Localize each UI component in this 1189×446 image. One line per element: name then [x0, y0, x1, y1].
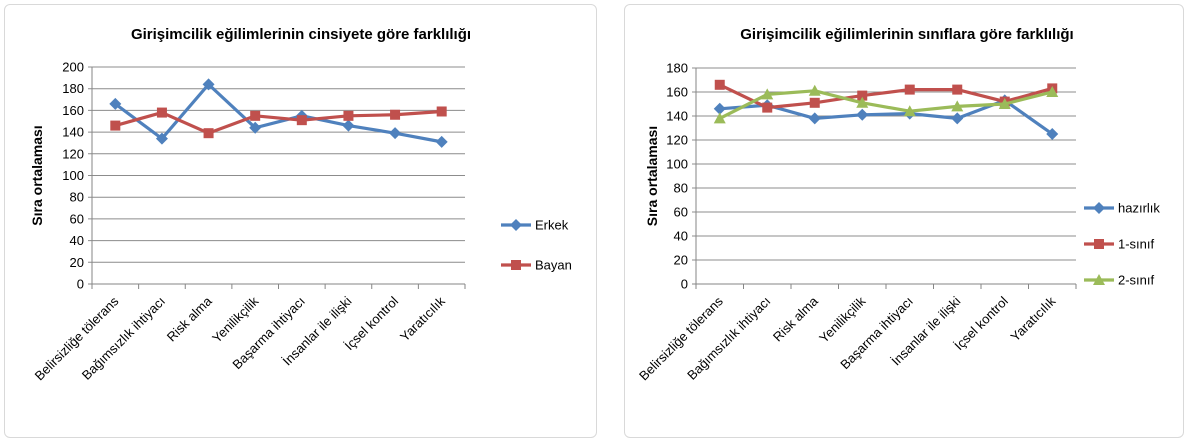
- chart-title: Girişimcilik eğilimlerinin cinsiyete gör…: [131, 26, 471, 43]
- data-point-erkek: [389, 127, 402, 140]
- legend-label: Bayan: [535, 258, 572, 273]
- data-point-bayan: [343, 110, 354, 121]
- y-tick-label: 120: [666, 133, 688, 148]
- data-point-erkek: [342, 119, 355, 132]
- data-point-2-sinif: [903, 105, 916, 117]
- data-point-2-sinif: [951, 100, 964, 112]
- data-point-1-sinif: [809, 97, 820, 108]
- chart-svg-1: Girişimcilik eğilimlerinin sınıflara gör…: [636, 26, 1160, 383]
- data-point-bayan: [436, 106, 447, 117]
- chart-panel-gender: Girişimcilik eğilimlerinin cinsiyete gör…: [4, 4, 597, 438]
- y-axis-label: Sıra ortalaması: [644, 126, 660, 226]
- legend-item-2-sinif: 2-sınıf: [1084, 273, 1155, 288]
- legend-label: 2-sınıf: [1118, 273, 1155, 288]
- data-point-hazirlik: [713, 102, 726, 115]
- data-point-bayan: [390, 109, 401, 120]
- chart-title: Girişimcilik eğilimlerinin sınıflara gör…: [740, 26, 1073, 43]
- data-point-hazirlik: [951, 112, 964, 125]
- legend-item-hazirlik: hazırlık: [1084, 201, 1160, 216]
- y-tick-label: 140: [666, 109, 688, 124]
- data-point-1-sinif: [714, 79, 725, 90]
- legend-label: Erkek: [535, 218, 569, 233]
- y-tick-label: 200: [62, 60, 84, 75]
- legend-item-bayan: Bayan: [501, 258, 572, 273]
- y-tick-label: 0: [681, 277, 688, 292]
- data-point-2-sinif: [808, 84, 821, 96]
- y-tick-label: 100: [62, 168, 84, 183]
- x-tick-label-belirsizlige-tolerans: Belirsizliğe tölerans: [636, 293, 726, 383]
- x-tick-label-bagimsizlik-ihtiyaci: Bağımsızlık ihtiyacı: [79, 294, 168, 383]
- data-point-2-sinif: [761, 88, 774, 100]
- y-tick-label: 180: [62, 81, 84, 96]
- x-tick-label-bagimsizlik-ihtiyaci: Bağımsızlık ihtiyacı: [684, 294, 773, 383]
- data-point-2-sinif: [713, 112, 726, 124]
- x-tick-label-yaraticilik: Yaratıcılık: [397, 293, 448, 344]
- y-tick-label: 20: [674, 253, 688, 268]
- y-tick-label: 80: [70, 190, 84, 205]
- y-gridlines: [692, 67, 1076, 285]
- legend-marker: [510, 219, 522, 231]
- data-point-1-sinif: [952, 84, 963, 95]
- data-point-2-sinif: [856, 96, 869, 108]
- data-point-hazirlik: [808, 112, 821, 125]
- legend-marker: [1093, 274, 1105, 285]
- data-point-bayan: [110, 120, 121, 131]
- series-line-bayan: [114, 109, 442, 135]
- series-bayan: [110, 106, 447, 139]
- legend-marker: [1093, 202, 1105, 214]
- series-2-sinif: [713, 84, 1059, 124]
- data-point-bayan: [250, 110, 261, 121]
- data-point-2-sinif: [998, 98, 1011, 109]
- data-point-bayan: [156, 107, 167, 118]
- y-tick-label: 60: [70, 211, 84, 226]
- y-tick-label: 160: [62, 103, 84, 118]
- y-tick-label: 0: [77, 277, 84, 292]
- y-tick-label: 20: [70, 255, 84, 270]
- y-tick-label: 100: [666, 157, 688, 172]
- data-point-erkek: [249, 121, 262, 134]
- legend-item-erkek: Erkek: [501, 218, 569, 233]
- y-tick-label: 40: [70, 233, 84, 248]
- data-point-erkek: [155, 132, 168, 145]
- data-point-2-sinif: [1046, 86, 1059, 97]
- legend-marker: [1094, 239, 1104, 249]
- y-tick-label: 60: [674, 205, 688, 220]
- data-point-erkek: [109, 97, 122, 110]
- data-point-bayan: [296, 115, 307, 126]
- chart-panel-class: Girişimcilik eğilimlerinin sınıflara gör…: [624, 4, 1184, 438]
- y-tick-label: 120: [62, 146, 84, 161]
- y-tick-label: 180: [666, 61, 688, 76]
- x-tick-label-risk-alma: Risk alma: [164, 293, 216, 345]
- chart-svg-0: Girişimcilik eğilimlerinin cinsiyete gör…: [29, 26, 572, 383]
- data-point-hazirlik: [1046, 128, 1059, 140]
- data-point-1-sinif: [904, 84, 915, 95]
- x-tick-label-belirsizlige-tolerans: Belirsizliğe tölerans: [32, 293, 122, 383]
- y-tick-label: 160: [666, 85, 688, 100]
- y-gridlines: [88, 66, 465, 285]
- legend-label: hazırlık: [1118, 201, 1160, 216]
- series-line-2-sinif: [719, 89, 1053, 120]
- data-point-1-sinif: [762, 102, 773, 113]
- legend-item-1-sinif: 1-sınıf: [1084, 237, 1155, 252]
- data-point-hazirlik: [856, 108, 869, 121]
- legend-label: 1-sınıf: [1118, 237, 1155, 252]
- data-point-bayan: [203, 128, 214, 139]
- y-tick-label: 80: [674, 181, 688, 196]
- y-tick-label: 140: [62, 125, 84, 140]
- data-point-1-sinif: [857, 90, 868, 101]
- data-point-erkek: [202, 78, 215, 91]
- x-tick-label-yaraticilik: Yaratıcılık: [1008, 293, 1059, 344]
- x-tick-label-risk-alma: Risk alma: [770, 293, 822, 345]
- y-tick-label: 40: [674, 229, 688, 244]
- data-point-erkek: [435, 135, 448, 148]
- legend-marker: [511, 260, 521, 270]
- series-line-erkek: [114, 82, 442, 144]
- y-axis-label: Sıra ortalaması: [29, 125, 45, 225]
- series-line-1-sinif: [719, 83, 1053, 110]
